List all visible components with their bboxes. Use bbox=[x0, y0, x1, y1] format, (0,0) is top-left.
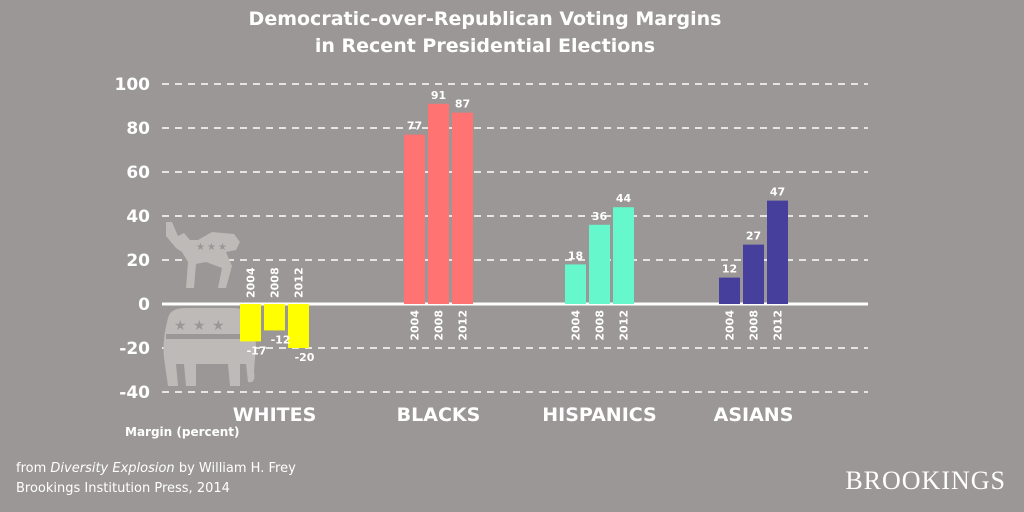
svg-text:★: ★ bbox=[196, 242, 205, 253]
value-label: 12 bbox=[722, 263, 737, 276]
svg-text:★: ★ bbox=[218, 242, 227, 253]
year-label: 2004 bbox=[724, 310, 737, 341]
bar-whites-2004 bbox=[240, 304, 261, 342]
donkey-icon: ★ ★ ★ bbox=[166, 222, 240, 288]
bar-hispanics-2008 bbox=[589, 224, 610, 304]
bar-hispanics-2004 bbox=[565, 264, 586, 304]
svg-text:★: ★ bbox=[174, 318, 187, 334]
value-label: 91 bbox=[431, 89, 446, 102]
y-tick-label: 60 bbox=[126, 163, 150, 183]
svg-text:★: ★ bbox=[207, 242, 216, 253]
group-labels: WHITES BLACKS HISPANICS ASIANS bbox=[233, 404, 794, 426]
value-label: 77 bbox=[407, 120, 422, 133]
year-label: 2008 bbox=[269, 267, 282, 298]
party-icons: ★ ★ ★ ★ ★ ★ bbox=[163, 222, 256, 386]
group-label-hispanics: HISPANICS bbox=[542, 404, 657, 426]
bars bbox=[240, 103, 788, 348]
y-tick-label: -40 bbox=[119, 383, 150, 403]
svg-text:★: ★ bbox=[193, 318, 206, 334]
value-label: -17 bbox=[247, 344, 267, 357]
value-label: 18 bbox=[568, 249, 583, 262]
source-book-title: Diversity Explosion bbox=[50, 461, 175, 476]
source-prefix: from bbox=[16, 461, 47, 476]
value-label: 87 bbox=[455, 98, 470, 111]
y-tick-label: 20 bbox=[126, 251, 150, 271]
y-tick-label: -20 bbox=[119, 339, 150, 359]
group-label-whites: WHITES bbox=[233, 404, 317, 426]
svg-text:★: ★ bbox=[212, 318, 225, 334]
bar-asians-2004 bbox=[719, 277, 740, 304]
group-label-asians: ASIANS bbox=[714, 404, 794, 426]
bar-blacks-2008 bbox=[428, 103, 449, 304]
year-label: 2012 bbox=[457, 310, 470, 341]
year-label: 2008 bbox=[594, 310, 607, 341]
year-label: 2004 bbox=[570, 310, 583, 341]
source-credit: from Diversity Explosion by William H. F… bbox=[16, 461, 296, 476]
year-label: 2012 bbox=[618, 310, 631, 341]
value-label: 44 bbox=[616, 192, 632, 205]
value-label: -20 bbox=[295, 351, 315, 364]
y-axis-ticks: 100 80 60 40 20 0 -20 -40 bbox=[115, 75, 151, 403]
bar-whites-2012 bbox=[288, 304, 309, 348]
y-tick-label: 80 bbox=[126, 119, 150, 139]
source-author: by William H. Frey bbox=[178, 461, 296, 476]
bar-blacks-2012 bbox=[452, 112, 473, 304]
chart-title-line-2: in Recent Presidential Elections bbox=[315, 35, 655, 57]
bar-whites-2008 bbox=[264, 304, 285, 331]
bar-asians-2012 bbox=[767, 200, 788, 304]
year-label: 2012 bbox=[772, 310, 785, 341]
source-publisher: Brookings Institution Press, 2014 bbox=[16, 481, 230, 496]
y-tick-label: 100 bbox=[115, 75, 151, 95]
y-tick-label: 0 bbox=[138, 295, 150, 315]
data-labels: -17 2004 -12 2008 -20 2012 77 2004 91 2008 87 2012 1… bbox=[245, 89, 786, 364]
bar-blacks-2004 bbox=[404, 134, 425, 304]
chart-title-line-1: Democratic-over-Republican Voting Margin… bbox=[249, 8, 722, 30]
value-label: 27 bbox=[746, 230, 761, 243]
value-label: 36 bbox=[592, 210, 608, 223]
value-label: -12 bbox=[271, 333, 291, 346]
year-label: 2004 bbox=[409, 310, 422, 341]
year-label: 2008 bbox=[433, 310, 446, 341]
value-label: 47 bbox=[770, 186, 785, 199]
y-tick-label: 40 bbox=[126, 207, 150, 227]
elephant-icon: ★ ★ ★ bbox=[163, 308, 256, 386]
year-label: 2012 bbox=[293, 267, 306, 298]
year-label: 2008 bbox=[748, 310, 761, 341]
bar-asians-2008 bbox=[743, 244, 764, 304]
group-label-blacks: BLACKS bbox=[397, 404, 481, 426]
y-axis-label: Margin (percent) bbox=[125, 425, 240, 439]
brookings-logo: BROOKINGS bbox=[845, 466, 1006, 495]
year-label: 2004 bbox=[245, 267, 258, 298]
gridlines bbox=[162, 83, 868, 393]
bar-hispanics-2012 bbox=[613, 207, 634, 304]
